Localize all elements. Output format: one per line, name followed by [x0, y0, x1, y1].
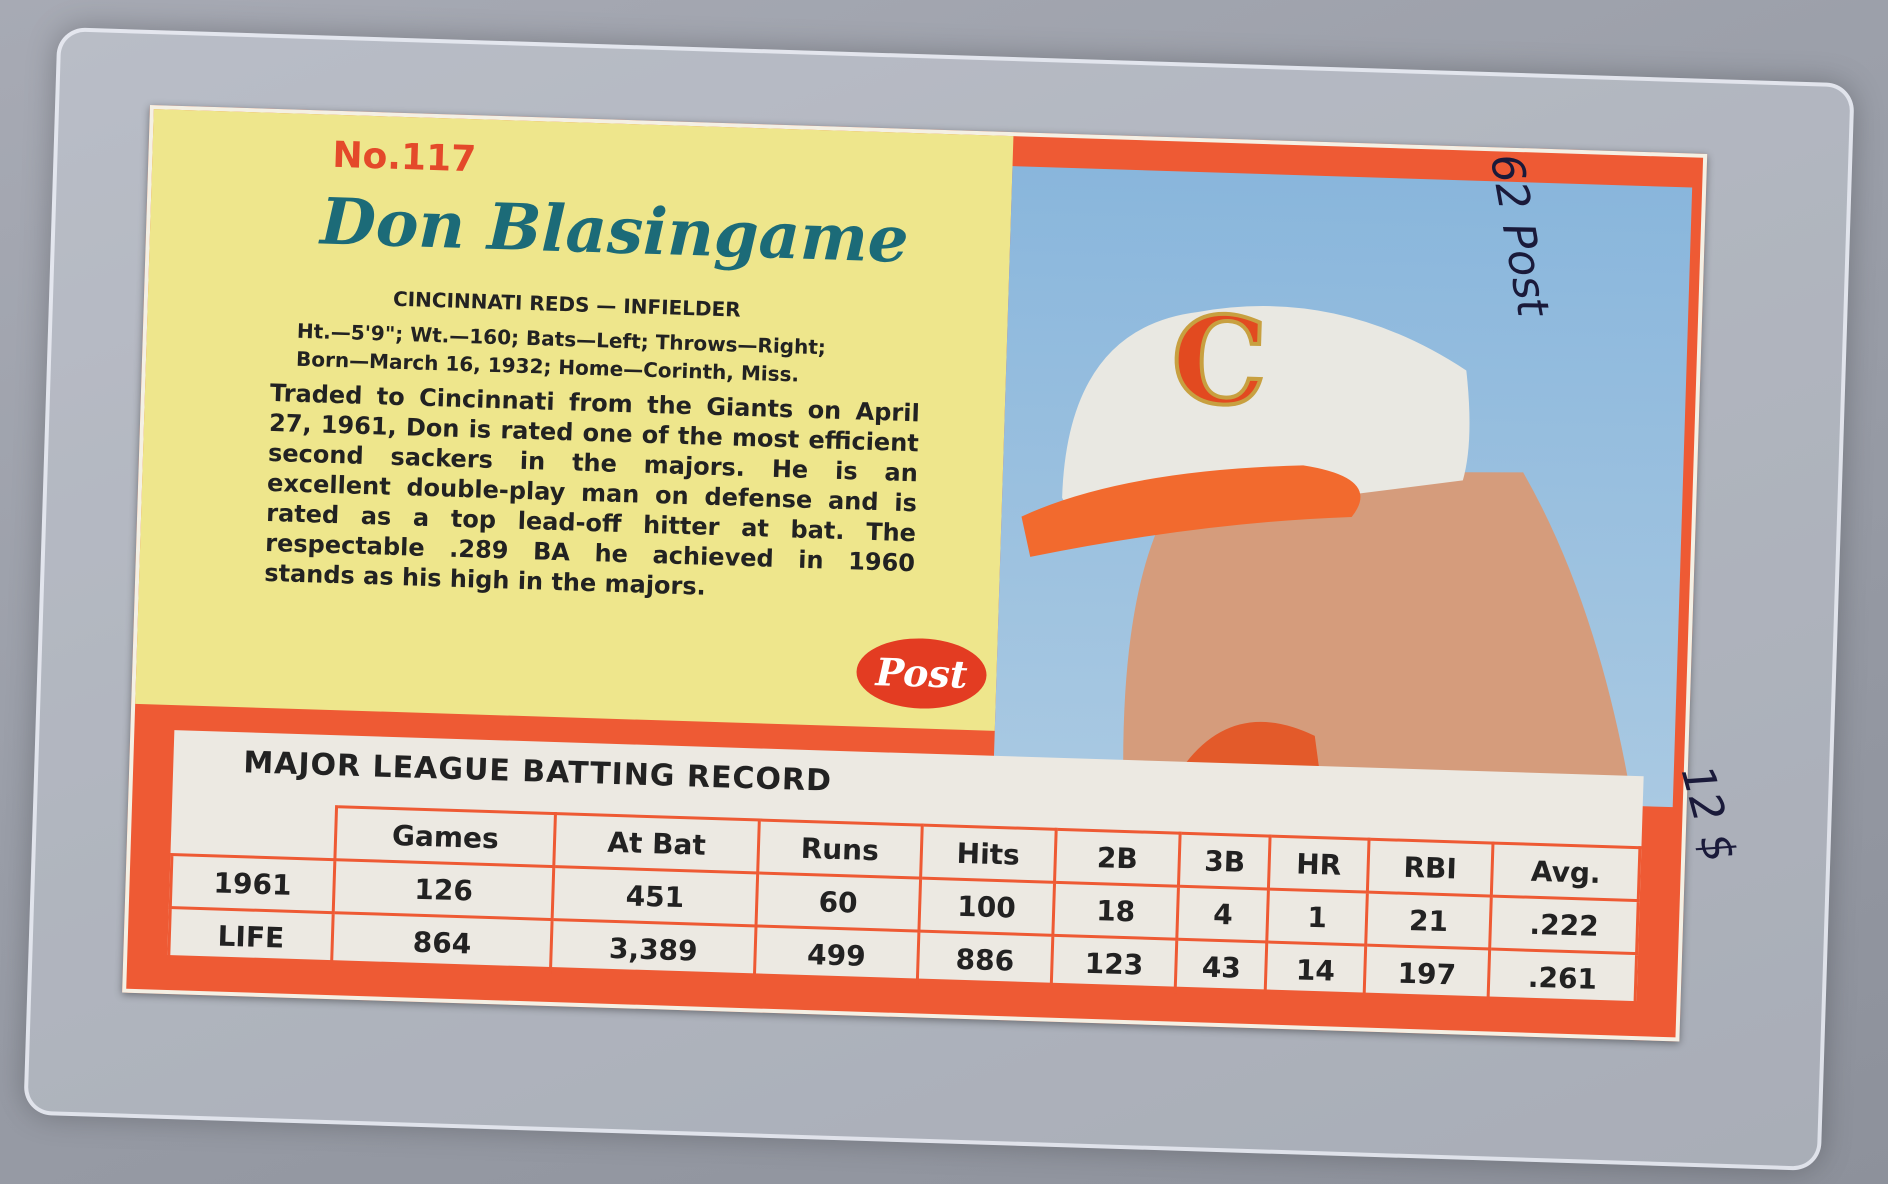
stat-cell: .261 — [1488, 949, 1637, 1007]
stat-cell: 864 — [331, 912, 553, 973]
stat-cell: 21 — [1365, 892, 1492, 950]
stat-cell: 43 — [1175, 939, 1268, 995]
stat-cell: 100 — [918, 878, 1055, 936]
stat-cell: 1 — [1267, 889, 1368, 946]
stat-cell: 60 — [755, 872, 921, 932]
column-header: RBI — [1367, 839, 1494, 897]
stat-cell: 126 — [333, 859, 555, 920]
column-header: Runs — [757, 819, 923, 879]
portrait: C — [1021, 287, 1633, 806]
stat-cell: 18 — [1052, 882, 1179, 940]
column-header: Hits — [920, 825, 1056, 883]
corner-cell — [171, 801, 337, 860]
column-header: At Bat — [554, 813, 760, 873]
stat-cell: 197 — [1363, 945, 1490, 1002]
stat-cell: 451 — [552, 866, 758, 926]
column-header: 3B — [1178, 833, 1271, 890]
column-header: Games — [334, 806, 556, 867]
row-label: LIFE — [168, 907, 334, 966]
baseball-card: C No.117 Don Blasingame CINCINNATI REDS … — [122, 105, 1708, 1042]
stat-cell: 886 — [917, 931, 1053, 989]
stat-cell: .222 — [1489, 896, 1639, 954]
cap-logo: C — [1169, 289, 1269, 433]
stat-cell: 4 — [1177, 886, 1269, 943]
stat-cell: 3,389 — [550, 919, 756, 979]
description: Traded to Cincinnati from the Giants on … — [263, 378, 921, 601]
stat-cell: 14 — [1265, 942, 1366, 999]
card-number: No.117 — [331, 134, 477, 181]
column-header: 2B — [1054, 829, 1181, 887]
stat-cell: 499 — [754, 925, 919, 985]
column-header: HR — [1268, 836, 1369, 893]
row-label: 1961 — [170, 854, 335, 913]
stat-cell: 123 — [1050, 935, 1178, 993]
column-header: Avg. — [1491, 843, 1640, 901]
player-photo: C — [993, 166, 1693, 808]
